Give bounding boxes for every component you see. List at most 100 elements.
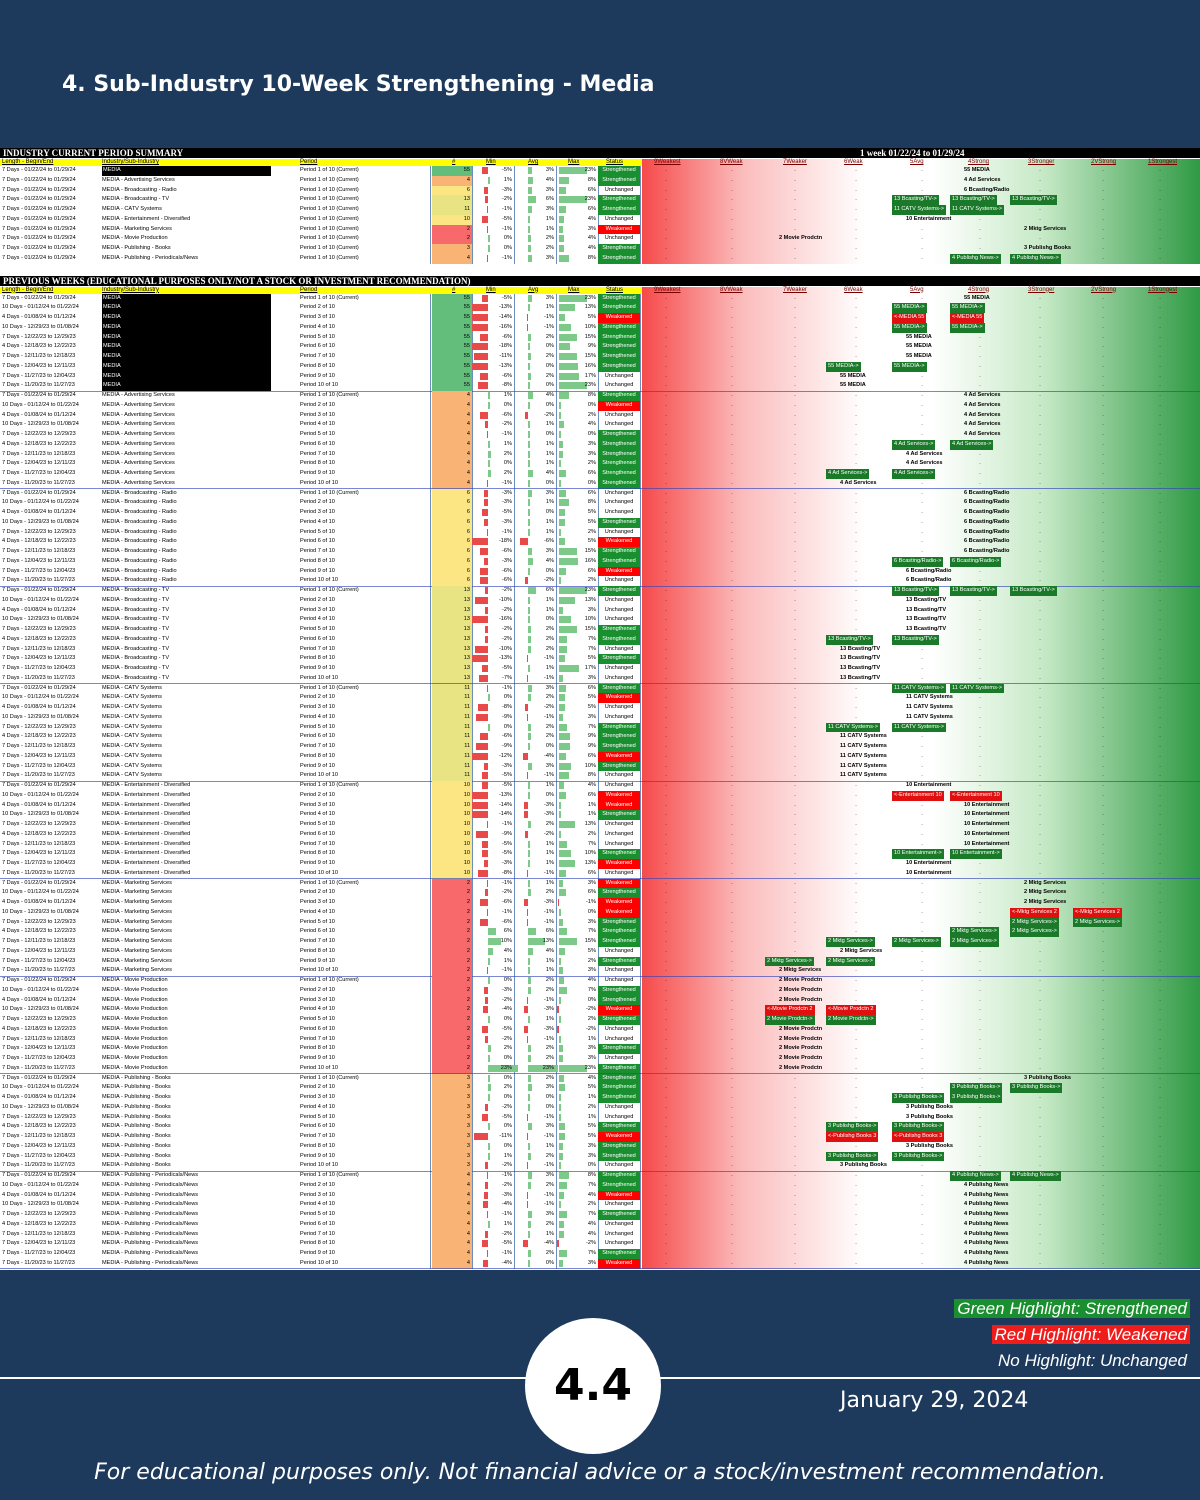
max-cell: 10% [584, 850, 596, 857]
min-bar [488, 938, 501, 945]
table-row: 4 Days - 01/08/24 to 01/12/24 MEDIA - Mar… [0, 898, 1200, 908]
grade-dot: . [1159, 957, 1161, 964]
avg-cell: 2% [545, 372, 554, 379]
header-cell: Status [606, 159, 624, 165]
grade-dot: . [665, 528, 667, 535]
status-cell: Weakened [598, 898, 640, 908]
length-cell: 7 Days - 12/11/23 to 12/18/23 [2, 938, 76, 944]
grade-dot: . [979, 869, 981, 876]
grade-dot: . [794, 801, 796, 808]
max-cell: 8% [587, 254, 596, 261]
industry-cell: MEDIA - Broadcasting - Radio [102, 489, 177, 496]
grade-dot: . [855, 830, 857, 837]
grade-pill: 3 Publishg Books [1024, 1074, 1071, 1081]
table-row: 10 Days - 12/29/23 to 01/08/24 MEDIA - Br… [0, 615, 1200, 625]
avg-cell: 0% [545, 479, 554, 486]
grade-dot: . [1102, 353, 1104, 359]
min-cell: -10% [498, 645, 512, 652]
length-cell: 7 Days - 11/27/23 to 12/04/23 [2, 470, 76, 476]
grade-dot: . [1039, 1220, 1041, 1227]
grade-dot: . [665, 733, 667, 740]
min-bar [480, 567, 488, 575]
length-cell: 10 Days - 12/29/23 to 01/08/24 [2, 616, 79, 623]
grade-dot: . [1039, 1006, 1041, 1013]
period-cell: Period 1 of 10 (Current) [300, 1172, 359, 1178]
grade-dot: . [1039, 713, 1041, 720]
grade-dot: . [1039, 1211, 1041, 1217]
max-cell: 7% [587, 928, 596, 935]
max-bar [559, 245, 564, 252]
min-bar [488, 440, 490, 448]
grade-dot: . [665, 743, 667, 749]
grade-dot: . [731, 801, 733, 808]
grade-dot: . [1159, 294, 1161, 301]
grade-dot: . [665, 665, 667, 671]
avg-cell: -2% [544, 411, 554, 418]
grade-dot: . [665, 1084, 667, 1091]
length-cell: 7 Days - 11/20/23 to 11/27/23 [2, 577, 75, 584]
count-cell: 55 [432, 166, 472, 176]
grade-dot: . [855, 518, 857, 525]
grade-dot: . [921, 254, 923, 261]
grade-header: 8VWeak [720, 159, 743, 165]
grade-dot: . [1159, 1142, 1161, 1149]
grade-dot: . [979, 626, 981, 632]
avg-cell: 3% [545, 489, 554, 496]
count-cell: 10 [432, 790, 472, 801]
avg-bar [526, 674, 529, 682]
count-cell: 55 [432, 381, 472, 391]
status-cell: Unchanged [604, 215, 634, 222]
table-row: 7 Days - 12/11/23 to 12/18/23 MEDIA - Pub… [0, 1229, 1200, 1240]
max-cell: 7% [587, 1250, 596, 1256]
count-cell: 6 [432, 517, 472, 528]
grade-dot: . [1159, 333, 1161, 340]
header-cell: Min [486, 286, 496, 293]
avg-bar [528, 986, 531, 994]
grade-dot: . [1039, 1064, 1041, 1071]
grade-dot: . [1102, 1055, 1104, 1061]
grade-dot: . [855, 977, 857, 983]
grade-dot: . [1102, 411, 1104, 418]
status-cell: Unchanged [604, 840, 634, 847]
table-row: 7 Days - 01/22/24 to 01/29/24 MEDIA - Pub… [0, 1073, 1200, 1084]
grade-dot: . [1159, 215, 1161, 222]
status-cell: Weakened [598, 537, 640, 547]
grade-dot: . [665, 684, 667, 691]
grade-pill: 13 Bcasting/TV-> [1010, 195, 1057, 205]
grade-pill: 2 Movie Prodctn [779, 1035, 823, 1042]
grade-dot: . [665, 1259, 667, 1266]
table-row: 10 Days - 01/12/24 to 01/22/24 MEDIA - Mo… [0, 985, 1200, 996]
grade-dot: . [1159, 176, 1161, 183]
max-bar [559, 977, 564, 984]
grade-dot: . [794, 499, 796, 506]
table-row: 7 Days - 01/22/24 to 01/29/24 MEDIA - Ent… [0, 781, 1200, 791]
count-cell: 2 [432, 1024, 472, 1035]
max-bar [559, 577, 562, 585]
min-cell: -1% [502, 821, 512, 827]
avg-bar [528, 957, 530, 965]
max-cell: 0% [587, 401, 596, 408]
grade-dot: . [979, 1016, 981, 1022]
grade-dot: . [921, 1211, 923, 1217]
length-cell: 4 Days - 12/18/23 to 12/22/23 [2, 538, 76, 545]
grade-pill: 11 CATV Systems [840, 733, 887, 740]
min-bar [488, 1094, 490, 1101]
industry-cell: MEDIA - Publishing - Periodicals/News [102, 1230, 199, 1237]
grade-dot: . [665, 1152, 667, 1159]
avg-bar [528, 1152, 531, 1160]
grade-dot: . [1159, 879, 1161, 886]
status-cell: Weakened [598, 224, 640, 235]
max-bar [559, 567, 567, 575]
length-cell: 7 Days - 12/11/23 to 12/18/23 [2, 1035, 76, 1042]
grade-dot: . [855, 1142, 857, 1149]
grade-pill: <-Movie Prodctn 2 [826, 1005, 876, 1015]
max-cell: 1% [587, 1035, 596, 1042]
min-bar [480, 333, 488, 341]
grade-dot: . [921, 752, 923, 759]
table-row: 10 Days - 12/29/23 to 01/08/24 MEDIA - Ad… [0, 420, 1200, 430]
min-bar [488, 928, 496, 936]
min-bar [471, 362, 488, 370]
max-bar [559, 362, 579, 370]
grade-dot: . [1039, 294, 1041, 301]
header-cell: Max [568, 159, 580, 165]
